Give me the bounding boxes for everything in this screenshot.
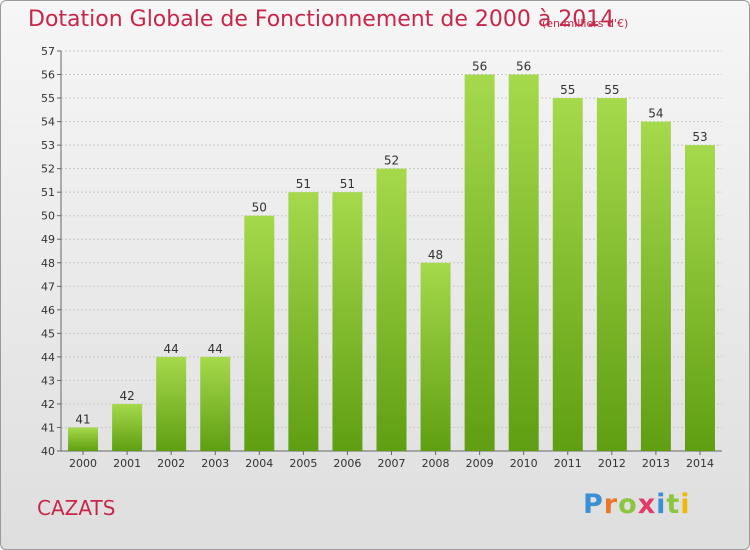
logo-letter: x — [637, 489, 657, 520]
x-tick-label: 2005 — [289, 457, 317, 470]
bar — [640, 121, 671, 452]
x-tick-label: 2003 — [201, 457, 229, 470]
y-tick-label: 56 — [41, 69, 55, 82]
x-tick-label: 2014 — [686, 457, 714, 470]
x-tick-label: 2000 — [69, 457, 97, 470]
bar — [112, 403, 143, 451]
data-label: 56 — [472, 60, 487, 74]
data-label: 56 — [516, 60, 531, 74]
data-label: 44 — [164, 342, 179, 356]
y-tick-label: 43 — [41, 374, 55, 387]
x-tick-label: 2010 — [510, 457, 538, 470]
bar — [464, 74, 495, 451]
data-label: 42 — [119, 389, 134, 403]
y-tick-label: 42 — [41, 398, 55, 411]
data-label: 55 — [560, 83, 575, 97]
bar — [376, 168, 407, 451]
commune-name: CAZATS — [37, 496, 116, 520]
y-tick-label: 49 — [41, 233, 55, 246]
data-label: 44 — [208, 342, 223, 356]
y-tick-label: 44 — [41, 351, 55, 364]
x-tick-label: 2006 — [333, 457, 361, 470]
bar — [596, 98, 627, 451]
y-tick-label: 40 — [41, 445, 55, 458]
logo-letter: P — [583, 489, 604, 520]
y-tick-label: 41 — [41, 421, 55, 434]
y-tick-label: 47 — [41, 280, 55, 293]
x-tick-label: 2009 — [466, 457, 494, 470]
bar — [684, 145, 715, 451]
bar — [244, 215, 275, 451]
data-label: 52 — [384, 154, 399, 168]
logo-letter: r — [603, 489, 619, 520]
y-tick-label: 53 — [41, 139, 55, 152]
data-label: 53 — [692, 130, 707, 144]
proxiti-logo[interactable]: Proxiti — [583, 489, 691, 520]
bar — [420, 262, 451, 451]
chart-title: Dotation Globale de Fonctionnement de 20… — [28, 7, 615, 32]
y-tick-label: 52 — [41, 163, 55, 176]
y-tick-label: 54 — [41, 116, 55, 129]
x-tick-label: 2001 — [113, 457, 141, 470]
data-label: 51 — [340, 177, 355, 191]
y-tick-label: 50 — [41, 210, 55, 223]
data-label: 51 — [296, 177, 311, 191]
x-tick-label: 2004 — [245, 457, 273, 470]
bar — [288, 192, 319, 452]
logo-letter: i — [656, 489, 667, 520]
x-tick-label: 2007 — [378, 457, 406, 470]
bar — [68, 427, 99, 451]
x-tick-label: 2002 — [157, 457, 185, 470]
bar — [508, 74, 539, 451]
bar — [552, 98, 583, 451]
x-tick-label: 2008 — [422, 457, 450, 470]
y-tick-label: 57 — [41, 45, 55, 58]
x-tick-label: 2011 — [554, 457, 582, 470]
x-tick-label: 2013 — [642, 457, 670, 470]
logo-letter: i — [680, 489, 691, 520]
y-tick-label: 51 — [41, 186, 55, 199]
y-tick-label: 45 — [41, 327, 55, 340]
logo-letter: o — [618, 489, 638, 520]
data-label: 54 — [648, 107, 663, 121]
unit-note: (en milliers d'€) — [542, 17, 629, 30]
bar — [156, 356, 187, 451]
x-tick-label: 2012 — [598, 457, 626, 470]
data-label: 50 — [252, 201, 267, 215]
bar — [332, 192, 363, 452]
data-label: 41 — [75, 412, 90, 426]
data-label: 48 — [428, 248, 443, 262]
y-tick-label: 48 — [41, 257, 55, 270]
logo-letter: t — [666, 489, 681, 520]
bar — [200, 356, 231, 451]
y-tick-label: 55 — [41, 92, 55, 105]
y-tick-label: 46 — [41, 304, 55, 317]
data-label: 55 — [604, 83, 619, 97]
